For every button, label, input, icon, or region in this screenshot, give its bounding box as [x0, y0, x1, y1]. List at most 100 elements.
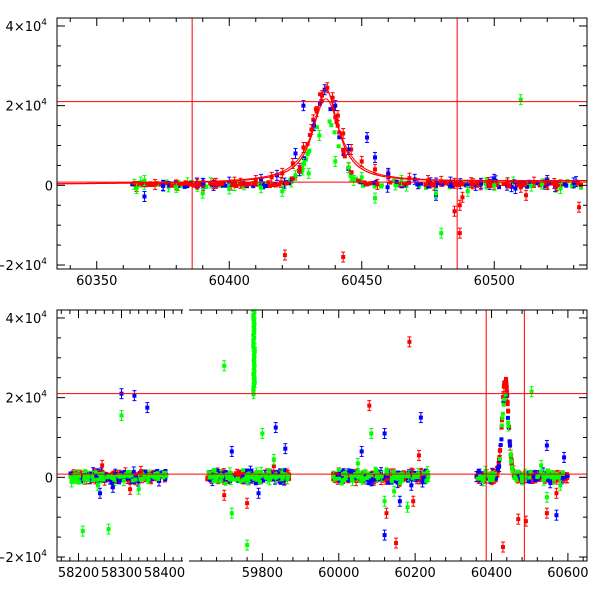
data-point-green — [106, 474, 111, 479]
data-point-green — [315, 125, 320, 130]
data-point-blue — [385, 185, 390, 190]
data-point-red — [234, 183, 239, 188]
data-point-blue — [167, 183, 172, 188]
data-point-green — [483, 469, 488, 474]
data-point-green — [500, 411, 505, 416]
data-point-green — [372, 184, 377, 189]
data-point-blue — [333, 103, 338, 108]
data-point-green — [252, 352, 257, 357]
data-point-green — [331, 474, 336, 479]
data-point-blue — [434, 181, 439, 186]
data-point-red — [577, 205, 582, 210]
data-point-green — [544, 495, 549, 500]
data-point-red — [218, 181, 223, 186]
x-tick-label: 60600 — [547, 566, 588, 581]
data-point-green — [101, 477, 106, 482]
data-point-green — [252, 347, 257, 352]
data-point-green — [280, 189, 285, 194]
data-point-red — [439, 179, 444, 184]
data-point-green — [391, 469, 396, 474]
x-tick-label: 59800 — [242, 566, 283, 581]
data-point-blue — [259, 181, 264, 186]
data-point-blue — [145, 405, 150, 410]
y-tick-label: −2×104 — [0, 549, 47, 566]
data-point-blue — [371, 180, 376, 185]
data-point-green — [134, 186, 139, 191]
data-point-green — [341, 477, 346, 482]
top-plot-frame — [56, 17, 588, 270]
data-point-green — [252, 377, 257, 382]
x-tick-label: 60350 — [76, 274, 117, 289]
data-point-blue — [261, 478, 266, 483]
data-point-blue — [103, 472, 108, 477]
data-point-green — [280, 477, 285, 482]
data-point-blue — [545, 477, 550, 482]
data-point-green — [349, 473, 354, 478]
data-point-green — [146, 477, 151, 482]
data-point-blue — [420, 479, 425, 484]
data-point-green — [72, 476, 77, 481]
data-point-green — [121, 478, 126, 483]
data-point-red — [504, 384, 509, 389]
data-point-green — [529, 184, 534, 189]
data-point-green — [465, 189, 470, 194]
data-point-blue — [341, 468, 346, 473]
data-point-green — [327, 119, 332, 124]
data-point-red — [292, 175, 297, 180]
data-point-green — [348, 174, 353, 179]
data-point-green — [369, 431, 374, 436]
data-point-green — [570, 184, 575, 189]
data-point-red — [524, 193, 529, 198]
data-point-red — [188, 182, 193, 187]
data-point-green — [251, 358, 256, 363]
data-point-red — [346, 474, 351, 479]
data-point-blue — [419, 181, 424, 186]
data-point-green — [257, 183, 262, 188]
data-point-red — [522, 182, 527, 187]
data-point-green — [346, 165, 351, 170]
data-point-red — [290, 161, 295, 166]
data-point-green — [539, 182, 544, 187]
data-point-red — [400, 182, 405, 187]
data-point-red — [177, 181, 182, 186]
data-point-blue — [535, 181, 540, 186]
data-point-green — [501, 402, 506, 407]
data-point-blue — [507, 443, 512, 448]
data-point-green — [579, 185, 584, 190]
x-tick-label: 60200 — [394, 566, 435, 581]
data-point-blue — [251, 184, 256, 189]
data-point-red — [488, 184, 493, 189]
data-point-red — [494, 183, 499, 188]
data-point-green — [529, 389, 534, 394]
data-point-green — [572, 183, 577, 188]
data-point-red — [505, 402, 510, 407]
data-point-green — [86, 478, 91, 483]
data-point-blue — [341, 152, 346, 157]
data-point-blue — [115, 477, 120, 482]
data-point-blue — [155, 468, 160, 473]
x-tick-label: 60400 — [209, 274, 250, 289]
data-point-blue — [116, 480, 121, 485]
data-point-green — [204, 184, 209, 189]
data-point-green — [373, 196, 377, 201]
data-point-red — [349, 147, 354, 152]
data-point-green — [100, 471, 105, 476]
data-point-green — [263, 181, 268, 186]
data-point-green — [241, 478, 246, 483]
data-point-blue — [498, 442, 503, 447]
data-point-green — [518, 97, 523, 102]
data-point-red — [356, 178, 361, 183]
data-point-blue — [259, 177, 264, 182]
data-point-green — [509, 459, 514, 464]
data-point-green — [138, 477, 143, 482]
data-point-green — [161, 475, 166, 480]
axis-break-top — [183, 308, 189, 312]
data-point-blue — [438, 181, 443, 186]
data-point-green — [249, 475, 254, 480]
data-point-green — [384, 467, 389, 472]
data-point-green — [355, 471, 360, 476]
data-point-green — [415, 473, 420, 478]
data-point-red — [554, 183, 559, 188]
data-point-green — [147, 473, 152, 478]
data-point-red — [375, 182, 380, 187]
